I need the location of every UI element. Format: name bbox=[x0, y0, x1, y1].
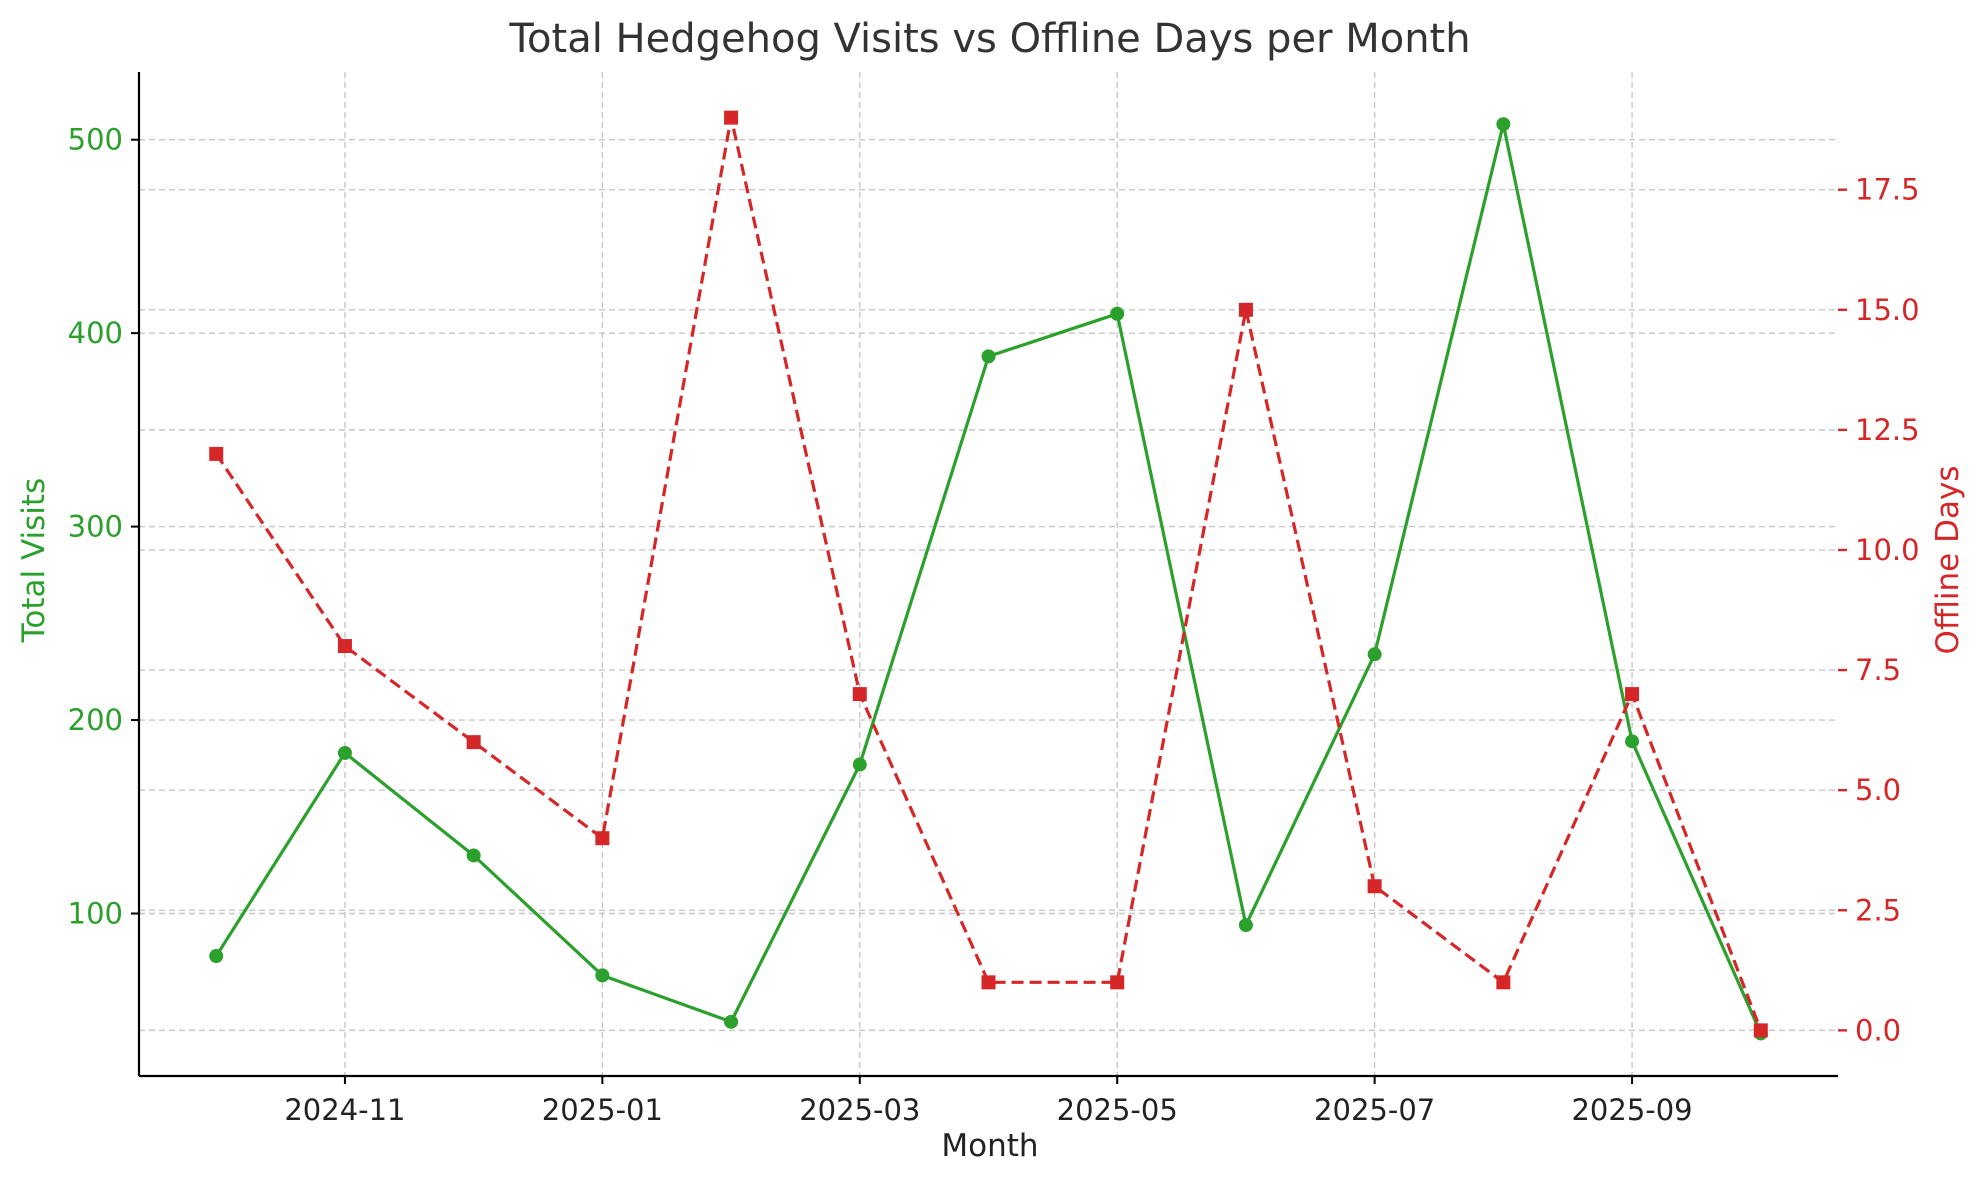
x-axis-label: Month bbox=[941, 1128, 1038, 1164]
x-tick-label: 2025-03 bbox=[799, 1093, 920, 1127]
offline-days-point bbox=[337, 639, 352, 654]
offline-days-point bbox=[1238, 302, 1253, 317]
chart-title: Total Hedgehog Visits vs Offline Days pe… bbox=[508, 16, 1470, 62]
x-tick-label: 2025-07 bbox=[1314, 1093, 1435, 1127]
visits-point bbox=[1110, 306, 1125, 321]
y-right-tick-label: 12.5 bbox=[1855, 413, 1920, 447]
visits-point bbox=[337, 745, 352, 760]
visits-point bbox=[209, 949, 224, 964]
offline-days-point bbox=[1110, 975, 1125, 990]
offline-days-point bbox=[1625, 687, 1640, 702]
offline-days-point bbox=[1753, 1023, 1768, 1038]
offline-days-point bbox=[852, 687, 867, 702]
x-tick-label: 2025-09 bbox=[1571, 1093, 1692, 1127]
axes-layer: 2024-11 2025-01 2025-03 2025-05 2025-07 2025-… bbox=[68, 72, 1920, 1127]
visits-point bbox=[1496, 117, 1511, 132]
y-right-tick-label: 15.0 bbox=[1855, 293, 1920, 327]
offline-days-point bbox=[981, 975, 996, 990]
offline-days-point bbox=[1496, 975, 1511, 990]
y-left-tick-label: 400 bbox=[68, 316, 123, 350]
offline-days-point bbox=[1367, 879, 1382, 894]
offline-days-point bbox=[724, 110, 739, 125]
visits-point bbox=[1238, 918, 1253, 933]
y-left-tick-label: 300 bbox=[68, 510, 123, 544]
y-right-tick-label: 0.0 bbox=[1855, 1013, 1901, 1047]
y-right-tick-label: 17.5 bbox=[1855, 173, 1920, 207]
visits-point bbox=[595, 968, 610, 983]
visits-point bbox=[1625, 734, 1640, 749]
series-layer bbox=[209, 110, 1768, 1041]
y-right-tick-label: 7.5 bbox=[1855, 653, 1901, 687]
y-axis-right-label: Offline Days bbox=[1930, 466, 1966, 655]
x-tick-label: 2024-11 bbox=[284, 1093, 405, 1127]
y-left-tick-label: 100 bbox=[68, 897, 123, 931]
offline-days-point bbox=[209, 446, 224, 461]
offline-days-point bbox=[595, 831, 610, 846]
y-right-tick-label: 10.0 bbox=[1855, 533, 1920, 567]
y-left-tick-label: 200 bbox=[68, 703, 123, 737]
x-tick-label: 2025-01 bbox=[542, 1093, 663, 1127]
visits-point bbox=[466, 848, 481, 863]
visits-point bbox=[724, 1014, 739, 1029]
y-right-tick-label: 5.0 bbox=[1855, 773, 1901, 807]
y-axis-left-label: Total Visits bbox=[16, 478, 52, 643]
grid-layer bbox=[139, 72, 1838, 1076]
visits-point bbox=[852, 757, 867, 772]
y-left-tick-label: 500 bbox=[68, 123, 123, 157]
offline-days-point bbox=[466, 735, 481, 750]
visits-line bbox=[214, 122, 1763, 1035]
y-right-tick-label: 2.5 bbox=[1855, 893, 1901, 927]
visits-point bbox=[981, 349, 996, 364]
x-tick-label: 2025-05 bbox=[1057, 1093, 1178, 1127]
visits-point bbox=[1367, 647, 1382, 662]
